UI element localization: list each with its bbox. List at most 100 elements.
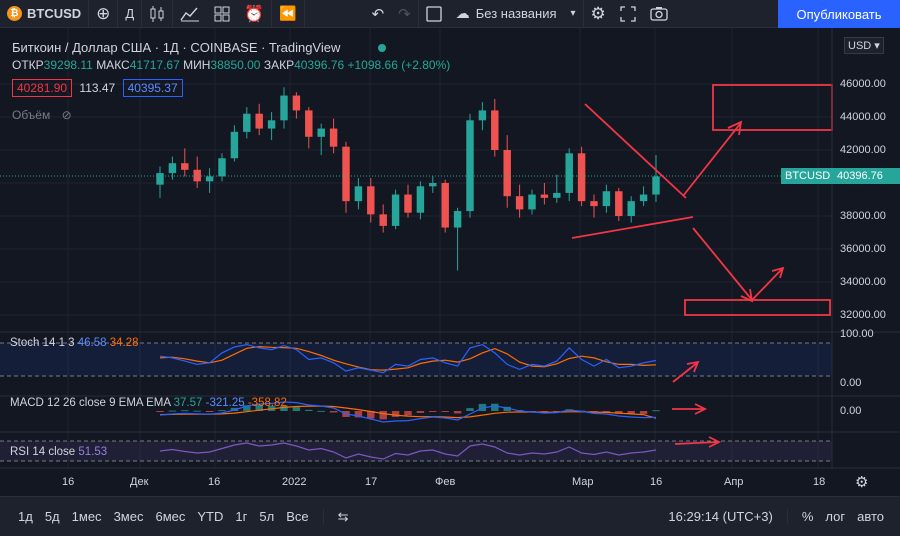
candle-body — [478, 110, 487, 121]
candle-body — [391, 194, 400, 226]
candle-body — [577, 153, 586, 202]
date-range-button[interactable]: ⇆ — [322, 508, 355, 525]
range-5d[interactable]: 5д — [44, 509, 60, 524]
arrow-bounce-line — [751, 268, 783, 301]
price-tick: 42000.00 — [840, 144, 886, 156]
percent-toggle[interactable]: % — [786, 509, 820, 524]
candle-body — [243, 113, 251, 132]
clock[interactable]: 16:29:14 (UTC+3) — [668, 509, 773, 524]
interval-button[interactable]: Д — [118, 0, 143, 28]
candle-body — [528, 194, 536, 210]
range-6m[interactable]: 6мес — [155, 509, 186, 524]
current-symbol-tag: BTCUSD — [781, 168, 835, 184]
range-ytd[interactable]: YTD — [197, 509, 224, 524]
stoch-legend: Stoch 14 1 3 46.58 34.28 — [10, 337, 139, 349]
macd-hist-bar — [243, 405, 251, 411]
candle-body — [181, 163, 189, 170]
macd-hist-bar — [317, 410, 325, 412]
compare-button[interactable]: ⊕ — [89, 0, 119, 28]
gear-icon: ⚙ — [590, 3, 606, 23]
time-tick: 16 — [208, 476, 221, 488]
macd-value: -321.25 — [205, 397, 245, 409]
cloud-icon: ☁ — [455, 5, 470, 21]
target-box-down — [684, 299, 831, 316]
high-label: МАКС — [96, 58, 130, 72]
alert-button[interactable]: ⏰ — [237, 0, 273, 28]
redo-icon: ↷ — [398, 5, 411, 23]
rsi-label: RSI 14 close — [10, 446, 76, 458]
macd-hist-bar — [466, 408, 474, 411]
volume-row: Объём ⊘ — [12, 108, 72, 122]
alarm-clock-icon: ⏰ — [244, 5, 265, 23]
range-1m[interactable]: 1мес — [71, 509, 102, 524]
candle-body — [156, 173, 164, 185]
symbol-search-button[interactable]: ₿ BTCUSD — [0, 0, 90, 28]
current-price-tag: 40396.76 — [833, 168, 900, 184]
arrow-up-line — [682, 123, 741, 197]
macd-hist-bar — [367, 411, 375, 419]
time-tick: Мар — [572, 476, 594, 488]
candle-body — [168, 163, 177, 174]
undo-icon: ↶ — [371, 5, 385, 23]
undo-button[interactable]: ↶ — [365, 0, 392, 28]
bid-box[interactable]: 40281.90 — [12, 79, 73, 97]
eye-off-icon[interactable]: ⊘ — [61, 108, 72, 122]
rsi-arrow — [674, 441, 719, 445]
candle-body — [354, 186, 363, 202]
range-1d[interactable]: 1д — [18, 509, 33, 524]
macd-hist-bar — [292, 407, 301, 411]
settings-button[interactable]: ⚙ — [584, 0, 613, 28]
chevron-down-icon: ▾ — [570, 8, 576, 19]
target-box-up — [712, 84, 833, 131]
stoch-k-value: 46.58 — [77, 337, 107, 349]
grid — [0, 28, 832, 468]
high-value: 41717.67 — [129, 58, 180, 72]
range-3m[interactable]: 3мес — [113, 509, 144, 524]
macd-hist-bar — [602, 411, 611, 413]
rsi-value: 51.53 — [78, 446, 108, 458]
indicators-button[interactable] — [173, 0, 207, 28]
macd-hist-bar — [168, 410, 177, 412]
arrow-bounce-head — [771, 266, 785, 279]
macd-hist-bar — [416, 411, 425, 413]
fullscreen-button[interactable] — [419, 0, 449, 28]
layout-menu[interactable]: ☁ Без названия ▾ — [449, 0, 584, 28]
stoch-arrow-head — [686, 360, 700, 373]
macd-hist-bar — [652, 410, 660, 412]
arrow-down-line — [692, 227, 753, 301]
time-axis-settings-icon[interactable]: ⚙ — [855, 474, 869, 491]
candles — [156, 87, 660, 271]
ask-box[interactable]: 40395.37 — [122, 79, 183, 97]
chart-type-button[interactable] — [142, 0, 174, 28]
fullscreen-mode-button[interactable] — [613, 0, 643, 28]
templates-button[interactable] — [207, 0, 237, 28]
arrow-down-head — [740, 288, 754, 303]
expand-icon — [620, 5, 636, 22]
candle-body — [305, 110, 313, 137]
macd-label: MACD 12 26 close 9 EMA EMA — [10, 397, 171, 409]
top-toolbar: ₿ BTCUSD ⊕ Д ⏰ ⏪ ↶ ↷ ☁ Без названия ▾ ⚙ … — [0, 0, 900, 28]
bid-ask-row: 40281.90 113.47 40395.37 — [12, 79, 183, 97]
candle-body — [652, 176, 660, 195]
auto-toggle[interactable]: авто — [857, 509, 884, 524]
interval-label: Д — [125, 6, 135, 21]
price-tick: 34000.00 — [840, 276, 886, 288]
rsi-line — [159, 442, 657, 460]
range-all[interactable]: Все — [286, 509, 309, 524]
publish-button[interactable]: Опубликовать — [778, 0, 900, 28]
currency-selector[interactable]: USD ▾ — [844, 37, 884, 54]
candle-body — [230, 131, 239, 159]
range-5y[interactable]: 5л — [259, 509, 275, 524]
macd-hist-bar — [429, 411, 437, 412]
range-1y[interactable]: 1г — [235, 509, 248, 524]
time-tick: 18 — [813, 476, 826, 488]
stoch-k-line — [159, 343, 657, 374]
candle-body — [367, 186, 375, 215]
replay-button[interactable]: ⏪ — [272, 0, 305, 28]
open-label: ОТКР — [12, 58, 44, 72]
redo-button[interactable]: ↷ — [391, 0, 419, 28]
snapshot-button[interactable] — [643, 0, 675, 28]
log-toggle[interactable]: лог — [825, 509, 846, 524]
chart-canvas[interactable] — [0, 28, 900, 496]
macd-hist-bar — [453, 411, 462, 414]
